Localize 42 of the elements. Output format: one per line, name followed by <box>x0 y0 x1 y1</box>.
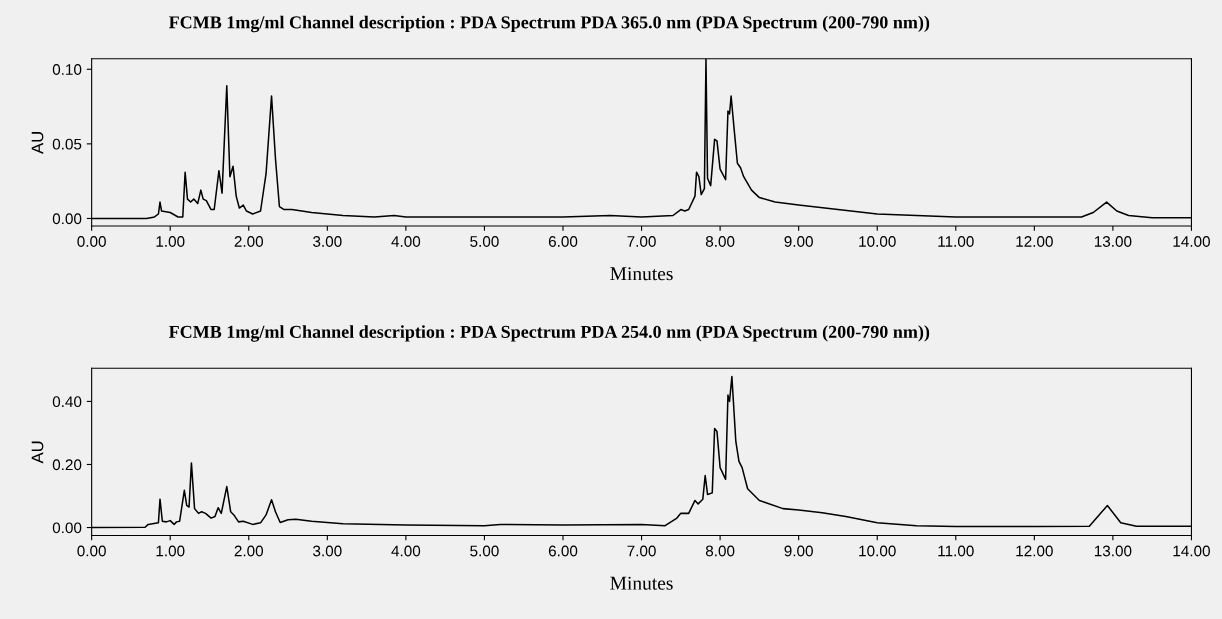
x-tick-label: 5.00 <box>470 236 499 247</box>
x-tick-label: 3.00 <box>313 236 342 247</box>
x-tick-label: 7.00 <box>627 236 656 247</box>
x-tick-label: 6.00 <box>548 236 578 247</box>
x-tick-label: 9.00 <box>784 545 813 557</box>
x-tick-label: 14.00 <box>1173 236 1210 247</box>
y-tick-label: 0.05 <box>52 138 82 150</box>
chart-title: FCMB 1mg/ml Channel description : PDA Spectrum PDA 254.0 nm (PDA Spectrum (200-790 nm)) <box>168 325 930 342</box>
x-tick-label: 14.00 <box>1173 545 1210 557</box>
y-axis-title: AU <box>31 132 44 154</box>
y-tick-label: 0.40 <box>52 396 82 408</box>
x-tick-label: 11.00 <box>938 545 974 557</box>
x-tick-label: 13.00 <box>1094 545 1132 557</box>
x-tick-label: 11.00 <box>938 236 974 247</box>
x-axis-title: Minutes <box>610 576 673 590</box>
x-tick-label: 3.00 <box>313 545 342 557</box>
x-tick-label: 12.00 <box>1016 236 1053 247</box>
x-tick-label: 9.00 <box>784 236 813 247</box>
x-tick-label: 10.00 <box>859 545 896 557</box>
y-tick-label: 0.20 <box>52 459 82 471</box>
x-tick-label: 8.00 <box>705 236 735 247</box>
x-tick-label: 2.00 <box>234 236 264 247</box>
x-tick-label: 5.00 <box>470 545 499 557</box>
x-tick-label: 4.00 <box>391 236 421 247</box>
y-tick-label: 0.10 <box>52 64 82 75</box>
x-axis-title: Minutes <box>610 267 673 281</box>
x-tick-label: 2.00 <box>234 545 264 557</box>
x-tick-label: 4.00 <box>391 545 421 557</box>
x-tick-label: 7.00 <box>627 545 656 557</box>
x-tick-label: 6.00 <box>548 545 578 557</box>
x-tick-label: 1.00 <box>156 545 185 557</box>
y-tick-label: 0.00 <box>52 522 82 534</box>
y-tick-label: 0.00 <box>52 213 82 225</box>
chart-title: FCMB 1mg/ml Channel description : PDA Spectrum PDA 365.0 nm (PDA Spectrum (200-790 nm)) <box>168 15 930 33</box>
x-tick-label: 8.00 <box>705 545 735 557</box>
x-tick-label: 13.00 <box>1094 236 1132 247</box>
x-tick-label: 12.00 <box>1016 545 1053 557</box>
x-tick-label: 0.00 <box>77 545 106 557</box>
x-tick-label: 1.00 <box>156 236 185 247</box>
x-tick-label: 0.00 <box>77 236 106 247</box>
y-axis-title: AU <box>31 441 44 464</box>
x-tick-label: 10.00 <box>859 236 896 247</box>
